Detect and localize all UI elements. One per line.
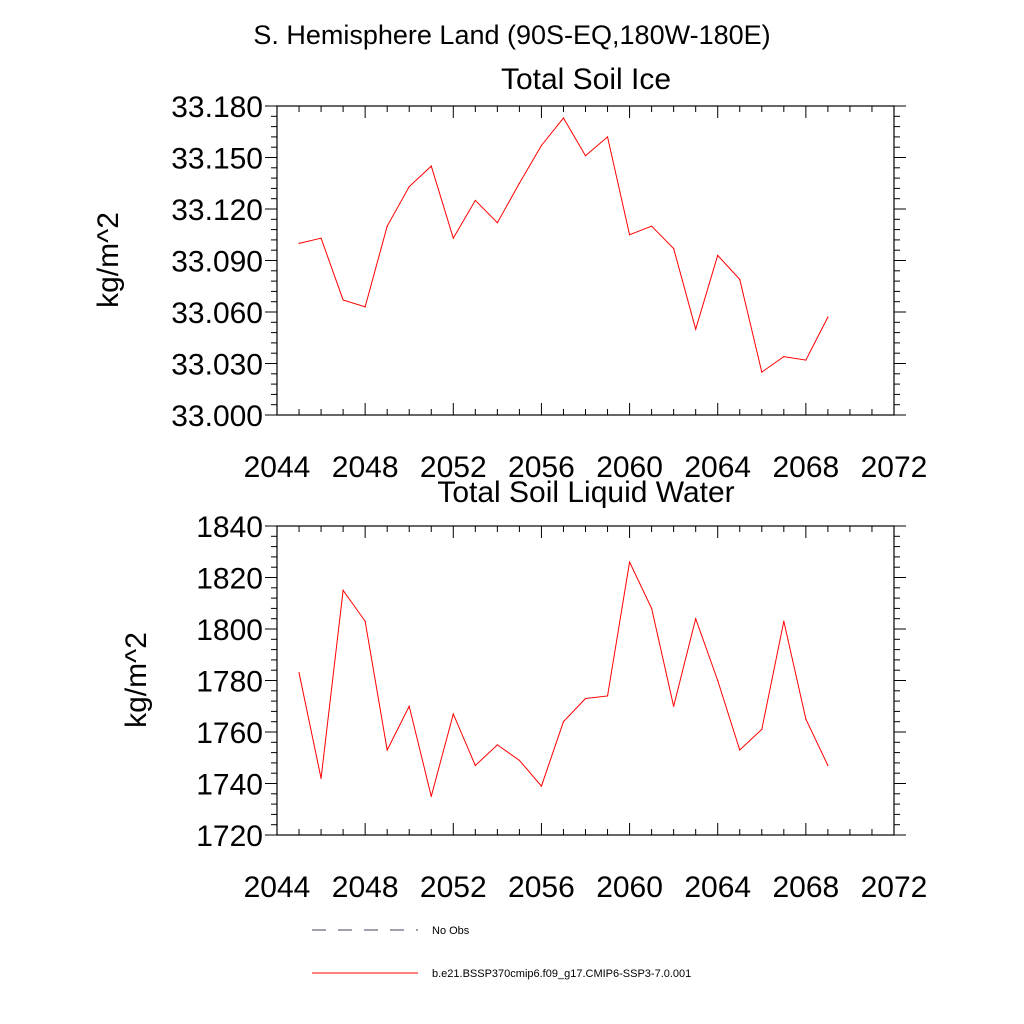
data-point [827,316,829,318]
data-point [408,705,410,707]
data-point [342,299,344,301]
y-axis-label: kg/m^2 [92,212,125,308]
data-point [364,306,366,308]
data-point [783,620,785,622]
data-point [386,225,388,227]
figure-supertitle: S. Hemisphere Land (90S-EQ,180W-180E) [253,20,770,50]
data-point [717,679,719,682]
data-point [606,695,609,697]
data-point [474,764,476,767]
data-point [695,618,697,620]
data-point [342,589,344,591]
x-tick-label: 2056 [508,451,575,484]
x-tick-label: 2060 [596,871,663,904]
panel-total-soil-liquid-water: Total Soil Liquid Water kg/m^2 2044 2048 2… [120,476,927,904]
x-tick-label: 2064 [684,451,751,484]
y-tick-label: 33.120 [171,194,263,227]
x-tick-label: 2044 [244,451,311,484]
x-tick-label: 2064 [684,871,751,904]
data-point [518,182,520,184]
data-point [651,607,653,610]
y-tick-label: 1820 [196,563,263,596]
data-point [452,713,454,715]
data-point [827,764,829,767]
y-tick-label: 1840 [196,511,263,544]
data-point [739,749,741,751]
data-point [805,718,807,720]
data-point [320,237,322,239]
data-point [628,234,631,236]
data-point [386,749,388,751]
data-point [320,777,322,779]
x-tick-label: 2072 [861,871,928,904]
data-point [628,561,631,563]
data-point [783,356,785,358]
data-point [474,199,476,202]
legend-label-no-obs: No Obs [432,925,470,937]
panel-title: Total Soil Ice [501,63,671,96]
data-point [364,620,366,622]
series-line-0 [298,560,829,797]
data-point [298,242,300,244]
y-tick-label: 33.000 [171,400,263,433]
data-point [540,785,543,787]
data-point [496,744,498,746]
data-point [761,371,763,373]
y-tick-label: 33.030 [171,349,263,382]
legend: No Obs b.e21.BSSP370cmip6.f09_g17.CMIP6-… [312,925,691,980]
x-tick-label: 2056 [508,871,575,904]
x-tick-label: 2048 [332,871,399,904]
data-point [673,705,675,707]
data-point [518,759,520,761]
x-tick-label: 2068 [772,451,839,484]
data-point [651,225,653,227]
data-point [540,144,543,147]
x-tick-label: 2044 [244,871,311,904]
data-point [430,795,432,797]
data-point [805,359,807,361]
y-tick-label: 1760 [196,717,263,750]
y-tick-label: 1740 [196,769,263,802]
data-point [430,165,432,167]
data-point [606,136,609,138]
data-point [584,155,587,157]
data-point [452,237,454,239]
y-tick-label: 1800 [196,614,263,647]
panel-title: Total Soil Liquid Water [437,476,734,509]
data-point [761,728,763,731]
data-point [673,247,675,250]
data-point [739,278,741,280]
y-tick-label: 1780 [196,666,263,699]
x-tick-label: 2048 [332,451,399,484]
x-tick-label: 2052 [420,871,487,904]
x-tick-label: 2068 [772,871,839,904]
data-point [584,697,587,700]
plot-frame [276,105,895,416]
data-point [717,254,719,256]
x-tick-label: 2052 [420,451,487,484]
data-point [695,328,697,330]
panel-total-soil-ice: Total Soil Ice kg/m^2 2044 2048 2052 2056 20… [92,63,927,484]
x-tick-label: 2072 [861,451,928,484]
y-axis-label: kg/m^2 [120,632,153,728]
y-tick-label: 33.180 [171,91,263,124]
data-point [408,186,410,188]
y-tick-label: 33.150 [171,143,263,176]
data-point [298,672,300,674]
y-tick-label: 33.090 [171,246,263,279]
y-tick-label: 1720 [196,820,263,853]
legend-label-model: b.e21.BSSP370cmip6.f09_g17.CMIP6-SSP3-7.… [432,968,691,980]
data-point [496,222,498,224]
y-tick-label: 33.060 [171,297,263,330]
series-line-0 [298,117,829,373]
x-tick-label: 2060 [596,451,663,484]
data-point [562,117,565,119]
plot-frame [276,525,895,836]
data-point [562,721,565,723]
